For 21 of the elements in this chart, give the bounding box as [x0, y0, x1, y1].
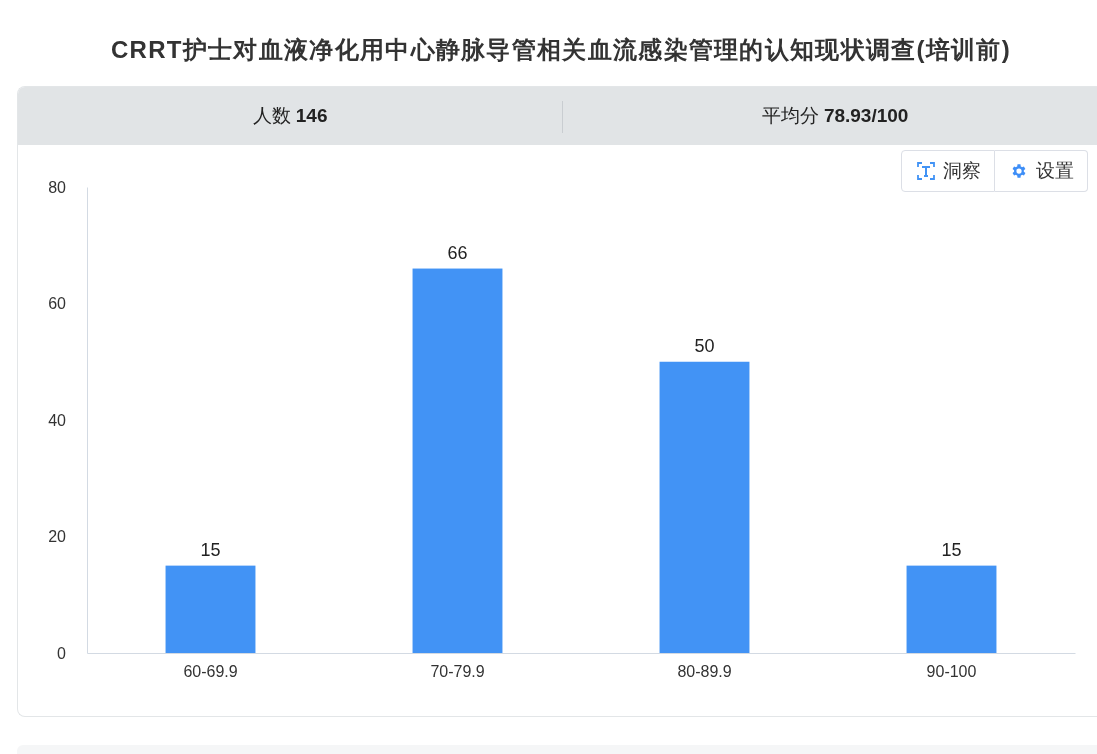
- chart-title: CRRT护士对血液净化用中心静脉导管相关血流感染管理的认知现状调查(培训前): [109, 35, 1012, 65]
- bar: [165, 565, 256, 653]
- bar: [412, 268, 503, 653]
- data-label: 15: [200, 539, 221, 560]
- y-tick-label: 20: [48, 528, 67, 546]
- data-label: 66: [447, 242, 468, 263]
- x-tick-label: 90-100: [926, 663, 977, 681]
- y-tick-label: 60: [48, 295, 67, 313]
- data-label: 50: [694, 335, 715, 356]
- bar: [659, 361, 750, 653]
- x-tick-label: 70-79.9: [430, 663, 485, 681]
- bar: [906, 565, 997, 653]
- button-label: 洞察: [943, 159, 981, 183]
- summary-header: 人数 146 平均分 78.93/100: [18, 87, 1097, 145]
- y-tick-label: 0: [57, 644, 67, 662]
- x-tick-label: 80-89.9: [677, 663, 732, 681]
- x-tick-label: 60-69.9: [183, 663, 238, 681]
- data-label: 15: [941, 539, 962, 560]
- y-tick-label: 40: [48, 411, 67, 429]
- button-label: 设置: [1036, 159, 1074, 183]
- y-tick-label: 80: [48, 178, 67, 196]
